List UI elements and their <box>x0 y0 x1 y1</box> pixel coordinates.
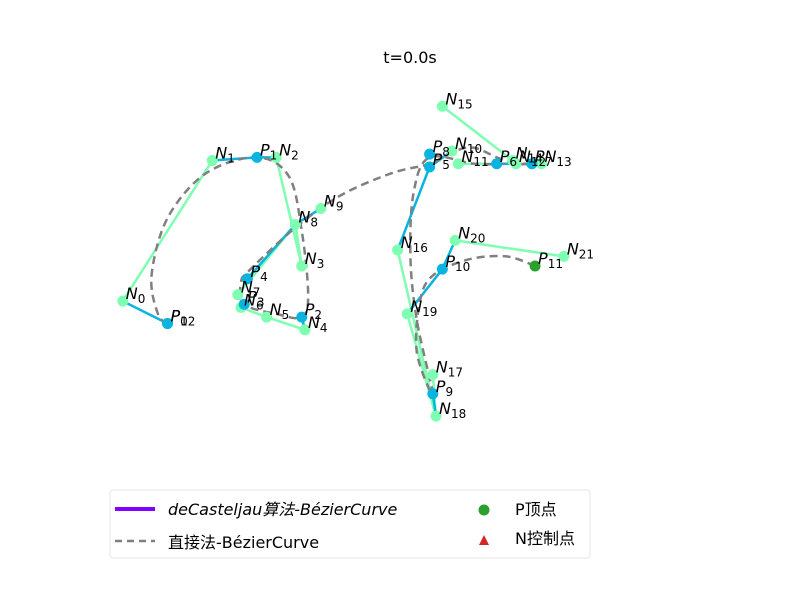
label-n13: N13 <box>544 147 571 169</box>
control-segment-N19-N18 <box>406 313 438 417</box>
label-p7: P7 <box>535 147 552 169</box>
label-n21: N21 <box>567 239 594 261</box>
label-n0: N0 <box>126 284 146 306</box>
legend-decasteljau-label: deCasteljau算法-BézierCurve <box>168 500 397 519</box>
legend-direct-label: 直接法-BézierCurve <box>168 533 319 552</box>
marker-n16 <box>392 244 404 256</box>
label-p0: P0 <box>171 306 188 328</box>
label-n9: N9 <box>324 191 344 213</box>
label-n6: N6 <box>244 291 264 313</box>
label-n12: N12 <box>519 147 546 169</box>
label-n5: N5 <box>270 300 290 322</box>
label-p10: P10 <box>445 252 470 274</box>
marker-p1 <box>251 151 263 163</box>
legend-n-swatch <box>479 535 489 545</box>
markers-group <box>117 100 570 422</box>
direct-bezier-curve <box>150 146 536 396</box>
marker-n19 <box>401 308 413 320</box>
label-n15: N15 <box>445 89 472 111</box>
control-segment-N2-N3 <box>274 157 303 267</box>
control-segment-N15-N14 <box>441 105 514 162</box>
label-p5: P5 <box>433 150 450 172</box>
marker-n5 <box>261 311 273 323</box>
marker-n4 <box>299 324 311 336</box>
marker-p6 <box>491 158 503 170</box>
label-p11: P11 <box>538 249 563 271</box>
label-n3: N3 <box>305 249 325 271</box>
label-n2: N2 <box>279 140 299 162</box>
label-p6: P6 <box>500 147 517 169</box>
label-p3: P3 <box>247 287 264 309</box>
marker-p12 <box>162 317 174 329</box>
label-n11: N11 <box>461 147 488 169</box>
marker-p2 <box>296 311 308 323</box>
control-segments-group <box>121 105 564 417</box>
marker-p10 <box>436 263 448 275</box>
label-n20: N20 <box>458 223 485 245</box>
marker-n17 <box>427 369 439 381</box>
control-segment-N4-N5 <box>266 315 306 332</box>
control-segment-N20-N21 <box>454 239 564 258</box>
marker-p9 <box>427 388 439 400</box>
label-n14: N14 <box>516 144 543 166</box>
label-n7: N7 <box>241 278 261 300</box>
marker-p11 <box>529 260 541 272</box>
label-n18: N18 <box>439 399 466 421</box>
legend-n-label: N控制点 <box>515 529 575 548</box>
legend-p-swatch <box>478 504 490 516</box>
label-p8: P8 <box>433 137 450 159</box>
marker-n8 <box>289 218 301 230</box>
teal-segment-P10-N19 <box>406 268 444 315</box>
label-n16: N16 <box>401 233 428 255</box>
marker-p7 <box>526 158 538 170</box>
teal-segment-N16-P5 <box>396 166 431 251</box>
label-p1: P1 <box>260 140 277 162</box>
teal-segment-N0-P0 <box>122 299 169 325</box>
marker-n0 <box>117 295 129 307</box>
marker-n15 <box>436 100 448 112</box>
marker-n13 <box>535 158 547 170</box>
label-p12: P12 <box>171 306 196 328</box>
marker-p8 <box>424 148 436 160</box>
marker-p4 <box>241 273 253 285</box>
marker-n14 <box>507 155 519 167</box>
marker-p3 <box>238 298 250 310</box>
label-n17: N17 <box>436 358 463 380</box>
legend: deCasteljau算法-BézierCurve 直接法-BézierCurv… <box>109 489 591 559</box>
control-segment-N0-N1 <box>121 159 214 302</box>
label-p4: P4 <box>250 262 267 284</box>
marker-n1 <box>206 155 218 167</box>
control-segment-N3-N8 <box>294 224 303 267</box>
marker-p5 <box>424 161 436 173</box>
marker-n10 <box>446 145 458 157</box>
label-n1: N1 <box>215 144 235 166</box>
marker-n9 <box>315 202 327 214</box>
teal-segment-N1-P1 <box>212 156 258 162</box>
label-p2: P2 <box>305 300 322 322</box>
marker-n2 <box>270 151 282 163</box>
bezier-curve-group <box>150 146 536 396</box>
label-n10: N10 <box>455 134 482 156</box>
marker-n20 <box>449 234 461 246</box>
marker-n21 <box>558 250 570 262</box>
chart-title: t=0.0s <box>383 48 436 67</box>
label-n8: N8 <box>298 207 318 229</box>
legend-frame <box>109 489 591 559</box>
marker-n7 <box>232 289 244 301</box>
label-p9: P9 <box>436 377 453 399</box>
marker-n3 <box>296 260 308 272</box>
marker-n11 <box>452 158 464 170</box>
label-n4: N4 <box>308 313 328 335</box>
marker-n18 <box>430 410 442 422</box>
label-n19: N19 <box>410 297 437 319</box>
legend-p-label: P顶点 <box>515 500 557 519</box>
